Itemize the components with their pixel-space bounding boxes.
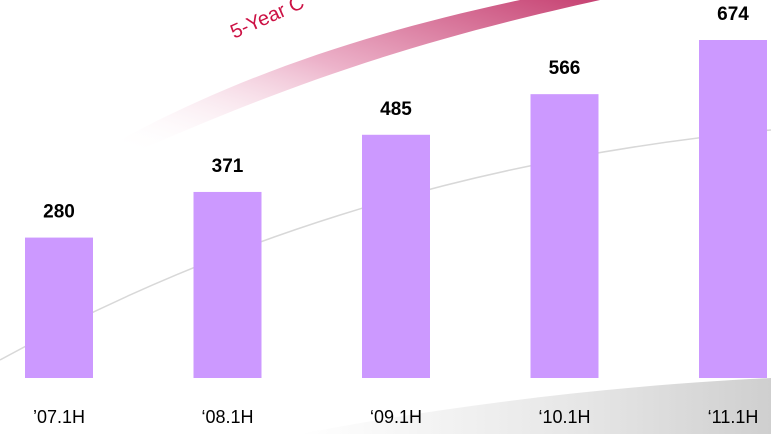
- value-label: 485: [380, 99, 412, 120]
- value-label: 280: [43, 202, 75, 223]
- x-tick-label: ‘10.1H: [538, 407, 590, 427]
- bar: [362, 135, 430, 378]
- plot: 280 ’07.1H 371 ‘08.1H 485 ‘09.1H 566 ‘10.1H 674 ‘…: [25, 4, 767, 427]
- annotation: 5-Year C: [227, 0, 307, 43]
- x-tick-label: ’07.1H: [33, 407, 85, 427]
- value-label: 371: [212, 156, 244, 177]
- x-tick-label: ‘08.1H: [201, 407, 253, 427]
- x-tick-label: ‘11.1H: [708, 407, 759, 427]
- bar: [699, 40, 767, 378]
- bar: [531, 94, 599, 378]
- bar: [25, 238, 93, 378]
- chart: 5-Year C 280 ’07.1H 371 ‘08.1H 485 ‘09.1H 566 ‘…: [0, 0, 771, 434]
- value-label: 674: [717, 4, 749, 25]
- value-label: 566: [549, 58, 581, 79]
- x-tick-label: ‘09.1H: [370, 407, 422, 427]
- bar: [194, 192, 262, 378]
- swoosh: [120, 0, 600, 150]
